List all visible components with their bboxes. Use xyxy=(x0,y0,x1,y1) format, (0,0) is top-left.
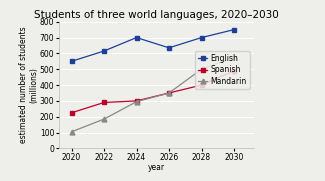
Spanish xyxy=(135,100,138,102)
English xyxy=(167,47,171,49)
Spanish xyxy=(167,92,171,94)
Spanish xyxy=(232,70,236,72)
English xyxy=(102,50,106,52)
Mandarin xyxy=(232,56,236,58)
Y-axis label: estimated number of students
(millions): estimated number of students (millions) xyxy=(19,27,38,143)
Mandarin xyxy=(102,118,106,120)
Title: Students of three world languages, 2020–2030: Students of three world languages, 2020–… xyxy=(33,10,279,20)
Spanish xyxy=(102,101,106,104)
Spanish xyxy=(200,84,203,86)
English xyxy=(232,29,236,31)
X-axis label: year: year xyxy=(148,163,164,172)
English xyxy=(70,60,73,62)
Mandarin xyxy=(135,101,138,103)
English xyxy=(135,37,138,39)
Line: English: English xyxy=(69,27,236,64)
Mandarin xyxy=(167,92,171,94)
Line: Mandarin: Mandarin xyxy=(69,55,236,134)
Line: Spanish: Spanish xyxy=(69,68,236,115)
Legend: English, Spanish, Mandarin: English, Spanish, Mandarin xyxy=(195,51,250,89)
English xyxy=(200,37,203,39)
Mandarin xyxy=(70,131,73,133)
Spanish xyxy=(70,112,73,114)
Mandarin xyxy=(200,68,203,70)
